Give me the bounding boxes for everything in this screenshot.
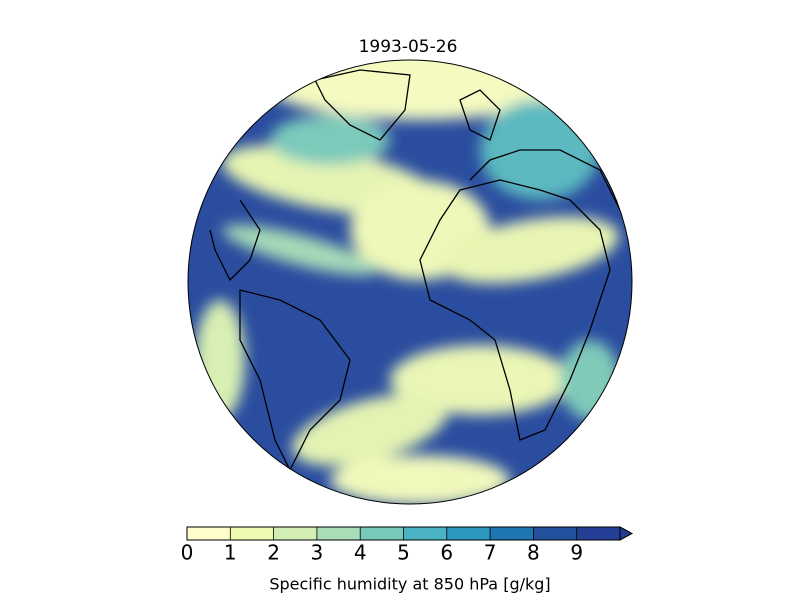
- colorbar-extension: [619, 526, 634, 541]
- colorbar-segment: [273, 527, 318, 540]
- colorbar-segment: [403, 527, 448, 540]
- colorbar-segment: [533, 527, 578, 540]
- colorbar-segment: [230, 527, 275, 540]
- colorbar-label: Specific humidity at 850 hPa [g/kg]: [269, 575, 550, 594]
- colorbar-tick-label: 9: [570, 541, 583, 565]
- colorbar-tick-label: 7: [484, 541, 497, 565]
- colorbar-tick-label: 6: [440, 541, 453, 565]
- colorbar-segment: [576, 527, 621, 540]
- colorbar-tick-label: 0: [181, 541, 194, 565]
- colorbar-tick-label: 4: [354, 541, 367, 565]
- colorbar-tick-label: 1: [224, 541, 237, 565]
- map-title: 1993-05-26: [359, 37, 458, 57]
- globe-outline: [187, 59, 633, 505]
- colorbar-segment: [490, 527, 534, 540]
- colorbar-tick-label: 2: [267, 541, 280, 565]
- colorbar: 0 1 2 3 4 5 6 7 8 9: [181, 526, 634, 565]
- colorbar-segment: [360, 527, 404, 540]
- colorbar-segment: [446, 527, 491, 540]
- globe: [188, 60, 632, 504]
- colorbar-segment: [187, 527, 231, 540]
- colorbar-tick-label: 5: [397, 541, 410, 565]
- colorbar-tick-label: 8: [527, 541, 540, 565]
- colorbar-tick-label: 3: [311, 541, 324, 565]
- colorbar-segment: [316, 527, 361, 540]
